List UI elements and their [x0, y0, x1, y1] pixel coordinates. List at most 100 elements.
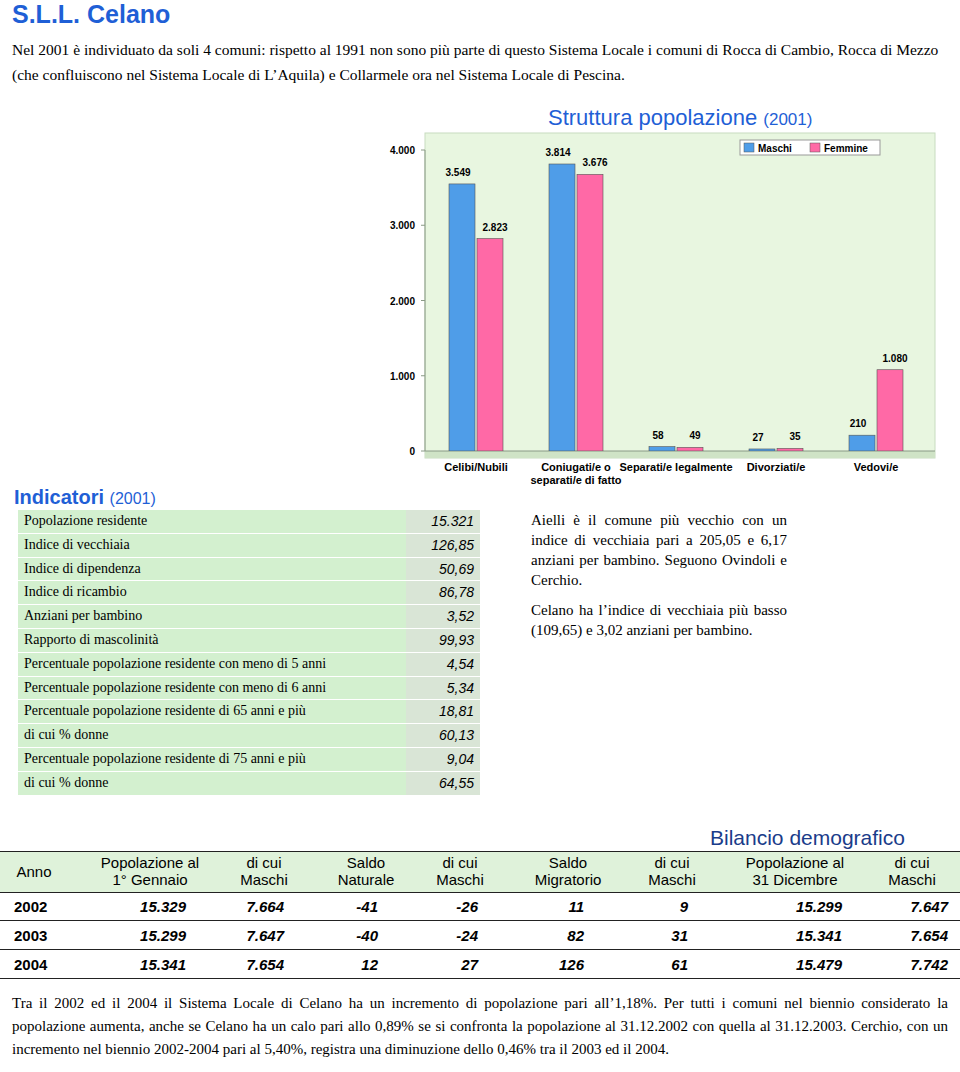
- bilancio-cell: 126: [494, 950, 584, 979]
- indicator-value: 126,85: [406, 534, 480, 557]
- indicator-value: 5,34: [406, 677, 480, 700]
- bilancio-cell: 2002: [14, 892, 47, 921]
- indicator-label: Percentuale popolazione residente con me…: [18, 677, 406, 700]
- y-tick-label: 4.000: [390, 145, 415, 156]
- bar: [877, 370, 903, 451]
- bilancio-header: Naturale: [296, 871, 436, 888]
- bar: [577, 174, 603, 451]
- y-tick-label: 3.000: [390, 220, 415, 231]
- bilancio-cell: 7.654: [858, 921, 948, 950]
- indicator-value: 60,13: [406, 724, 480, 747]
- bilancio-header: Maschi: [602, 871, 742, 888]
- indicators-title: Indicatori (2001): [14, 486, 156, 509]
- indicator-label: Anziani per bambino: [18, 605, 406, 628]
- legend-box: [740, 140, 880, 155]
- legend-swatch: [744, 143, 754, 152]
- data-label: 3.676: [582, 157, 607, 168]
- bilancio-cell: 7.654: [194, 950, 284, 979]
- y-tick-label: 1.000: [390, 371, 415, 382]
- category-label: Coniugati/e o separati/e di fatto: [516, 461, 636, 487]
- bilancio-cell: 2003: [14, 921, 47, 950]
- indicator-value: 9,04: [406, 748, 480, 771]
- bilancio-header: Saldo: [296, 854, 436, 871]
- indicator-value: 86,78: [406, 581, 480, 604]
- bilancio-header: Maschi: [194, 871, 334, 888]
- bilancio-header: 31 Dicembre: [725, 871, 865, 888]
- bar: [777, 448, 803, 451]
- y-tick: [421, 150, 425, 151]
- chart-subtitle: (2001): [763, 110, 812, 129]
- category-label: Vedovi/e: [816, 461, 936, 474]
- bar: [649, 447, 675, 451]
- bilancio-cell: 82: [494, 921, 584, 950]
- bilancio-cell: 12: [288, 950, 378, 979]
- bilancio-row-line: [0, 949, 960, 950]
- bilancio-cell: 15.299: [96, 921, 186, 950]
- data-label: 2.823: [482, 222, 507, 233]
- legend: Maschi Femmine: [740, 140, 880, 155]
- legend-label: Femmine: [824, 143, 868, 154]
- bilancio-cell: 7.647: [194, 921, 284, 950]
- legend-label: Maschi: [758, 143, 792, 154]
- plot-floor: [425, 451, 935, 458]
- y-tick: [421, 225, 425, 226]
- bilancio-cell: 9: [598, 892, 688, 921]
- bar: [449, 184, 475, 451]
- data-label: 210: [850, 418, 867, 429]
- bilancio-cell: 15.341: [96, 950, 186, 979]
- bilancio-cell: 15.479: [752, 950, 842, 979]
- bilancio-cell: 15.329: [96, 892, 186, 921]
- bilancio-row-line: [0, 920, 960, 921]
- bilancio-header: Maschi: [390, 871, 530, 888]
- data-label: 3.814: [545, 147, 570, 158]
- category-label: Celibi/Nubili: [416, 461, 536, 474]
- bilancio-cell: 11: [494, 892, 584, 921]
- data-label: 58: [652, 430, 664, 441]
- bar: [549, 164, 575, 451]
- bilancio-cell: 61: [598, 950, 688, 979]
- indicator-label: Popolazione residente: [18, 510, 406, 533]
- indicator-value: 3,52: [406, 605, 480, 628]
- indicator-label: Percentuale popolazione residente di 75 …: [18, 748, 406, 771]
- indicator-label: Indice di ricambio: [18, 581, 406, 604]
- indicator-label: Rapporto di mascolinità: [18, 629, 406, 652]
- y-tick-label: 0: [409, 446, 415, 457]
- bilancio-header: 1° Gennaio: [80, 871, 220, 888]
- bilancio-row-line: [0, 978, 960, 979]
- bilancio-cell: -41: [288, 892, 378, 921]
- bars: [449, 164, 903, 451]
- y-tick: [421, 300, 425, 301]
- bar: [677, 447, 703, 451]
- bilancio-header: di cui: [194, 854, 334, 871]
- footer-text: Tra il 2002 ed il 2004 il Sistema Locale…: [12, 992, 948, 1061]
- indicator-label: di cui % donne: [18, 772, 406, 795]
- bilancio-cell: -26: [388, 892, 478, 921]
- y-tick: [421, 375, 425, 376]
- bilancio-cell: -24: [388, 921, 478, 950]
- legend-swatch: [810, 143, 820, 152]
- bilancio-header: Maschi: [842, 871, 960, 888]
- indicator-value: 18,81: [406, 700, 480, 723]
- indicator-label: Percentuale popolazione residente di 65 …: [18, 700, 406, 723]
- indicator-value: 64,55: [406, 772, 480, 795]
- indicator-label: Indice di dipendenza: [18, 558, 406, 581]
- bilancio-cell: 7.742: [858, 950, 948, 979]
- bilancio-cell: 27: [388, 950, 478, 979]
- indicator-value: 4,54: [406, 653, 480, 676]
- bilancio-cell: 7.647: [858, 892, 948, 921]
- bilancio-cell: 15.299: [752, 892, 842, 921]
- bilancio-header: Popolazione al: [725, 854, 865, 871]
- data-labels: 3.5492.8233.8143.676584927352101.080: [445, 147, 907, 443]
- data-label: 49: [689, 430, 701, 441]
- bilancio-header: Migratorio: [498, 871, 638, 888]
- indicators-title-text: Indicatori: [14, 486, 104, 508]
- data-label: 3.549: [445, 167, 470, 178]
- bar: [477, 239, 503, 451]
- data-label: 1.080: [882, 353, 907, 364]
- indicators-year: (2001): [110, 490, 156, 507]
- chart-title-space: [757, 105, 763, 130]
- indicator-value: 50,69: [406, 558, 480, 581]
- indicator-value: 99,93: [406, 629, 480, 652]
- bilancio-cell: 31: [598, 921, 688, 950]
- bilancio-header: di cui: [842, 854, 960, 871]
